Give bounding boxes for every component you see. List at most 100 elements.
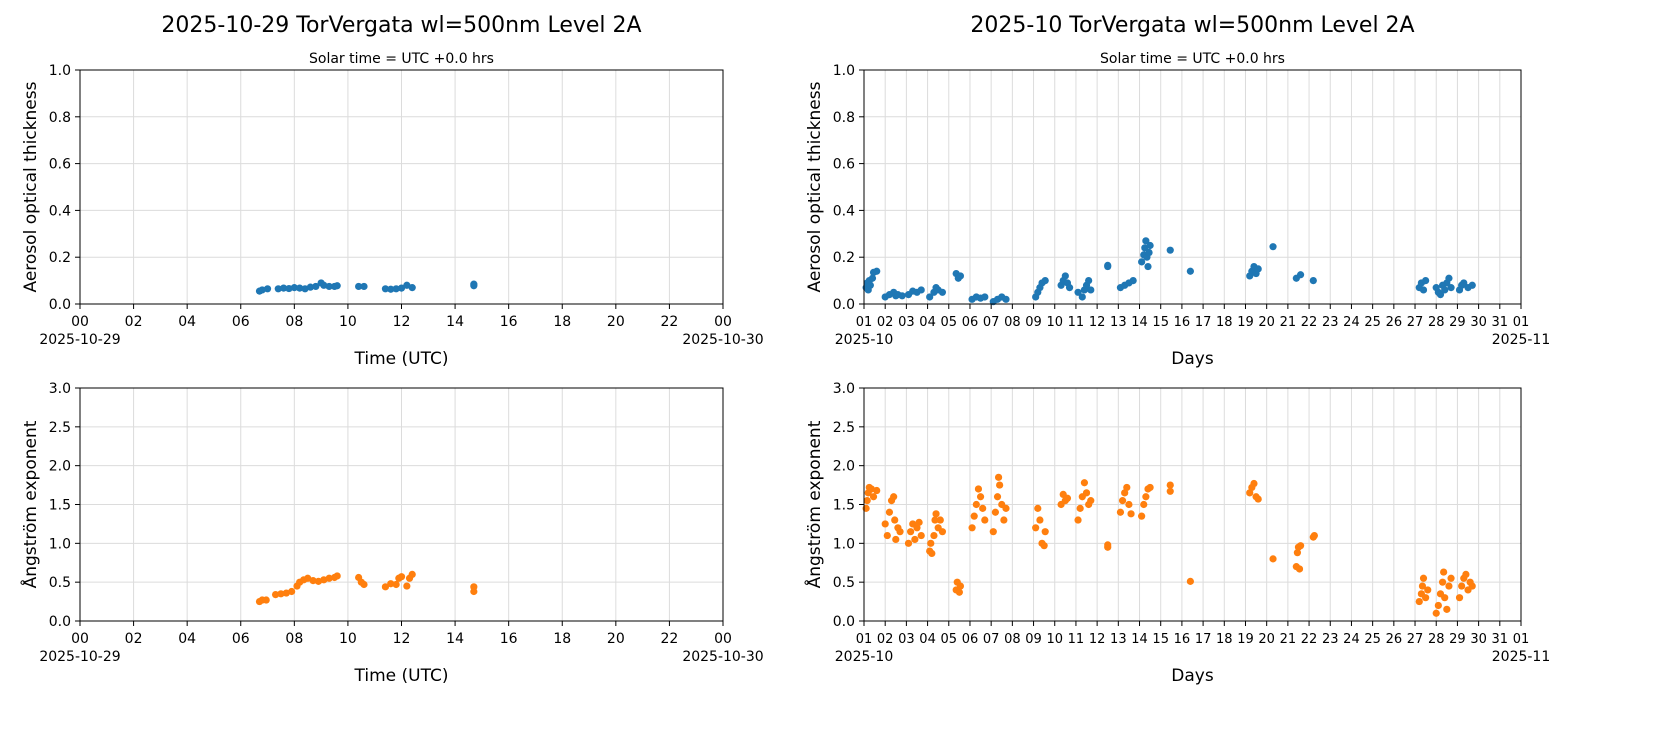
data-point [981,293,989,301]
x-tick-label: 09 [1025,632,1042,647]
x-tick-label: 16 [1174,632,1191,647]
data-point [1002,504,1010,512]
y-tick-label: 1.0 [49,536,71,552]
data-point [1436,291,1445,299]
subplot-3: 00 02 04 06 08 10 12 14 16 18 20 22 000.00.51.01.52.… [19,381,764,686]
plot-frame [863,69,1522,305]
y-tick-label: 1.0 [49,63,71,79]
x-tick-label: 22 [661,314,679,330]
data-point [890,493,898,501]
x-tick-label: 31 [1492,632,1509,647]
x-tick-label: 18 [553,314,571,330]
data-point [1424,586,1432,594]
x-tick-label: 00 [71,631,89,647]
data-point [325,282,333,291]
data-point [1309,277,1317,285]
y-axis-label: Ångström exponent [803,420,825,588]
data-point [1462,570,1470,579]
x-tick-label: 02 [125,631,143,647]
x-tick-label: 07 [983,632,1000,647]
data-point [387,285,395,293]
data-point [996,481,1004,489]
x-tick-label: 20 [607,631,625,647]
x-axis-label: Days [1171,666,1214,686]
x-tick-label: 04 [919,632,936,647]
x-tick-label: 05 [941,632,958,647]
data-point [931,516,939,524]
data-point [1104,261,1112,269]
data-point [1121,489,1129,497]
x-tick-label: 14 [1131,632,1148,647]
subplot-1: 00 02 04 06 08 10 12 14 16 18 20 22 000.00.20.40.60.… [21,13,764,369]
data-point [972,500,980,509]
chart-title: 2025-10 TorVergata wl=500nm Level 2A [970,13,1414,38]
data-point [1104,541,1112,549]
y-tick-label: 0.6 [833,157,855,173]
x-tick-label: 30 [1470,632,1487,647]
chart-subtitle: Solar time = UTC +0.0 hrs [309,51,494,67]
data-point [381,583,390,591]
y-axis-label: Aerosol optical thickness [21,81,41,292]
x-tick-label: 06 [962,632,979,647]
data-point [1129,277,1137,285]
data-point [1443,605,1451,613]
data-point [320,281,328,289]
data-point [891,516,899,524]
y-tick-label: 3.0 [49,381,71,397]
data-point [930,531,938,540]
x-tick-label: 04 [919,315,936,330]
x-tick-label: 05 [941,315,958,330]
x-tick-label: 18 [1216,315,1233,330]
x-tick-label: 17 [1195,632,1212,647]
data-point [898,292,906,300]
data-point [1116,508,1125,516]
x-tick-label: 10 [339,314,357,330]
data-point [1041,528,1049,536]
data-point [408,570,416,579]
x-tick-label: 14 [446,314,464,330]
x-tick-label: 13 [1110,315,1127,330]
data-point [917,286,925,294]
y-tick-label: 0.2 [49,250,71,266]
data-point [1140,500,1148,509]
x-tick-label: 27 [1407,315,1424,330]
x-tick-label: 10 [339,631,357,647]
data-point [285,284,293,293]
x-tick-label: 11 [1068,632,1085,647]
data-point [360,580,368,589]
data-point [1254,495,1262,503]
x-tick-label: 09 [1025,315,1042,330]
x-tick-label: 22 [1301,315,1318,330]
x-tick-label: 10 [1046,315,1063,330]
data-point [470,583,478,591]
y-tick-label: 0.0 [833,614,855,630]
x-tick-label: 06 [232,631,250,647]
data-point [938,288,947,296]
data-point [1087,286,1095,294]
data-point [938,528,947,536]
data-point [1186,267,1194,275]
data-point [1145,248,1153,257]
data-point [976,493,985,501]
data-point [1123,483,1131,492]
data-point [1445,582,1453,590]
data-point [892,535,900,544]
data-point [1146,241,1154,250]
x-tick-label: 12 [1089,315,1106,330]
data-point [325,574,333,582]
data-point [1032,524,1040,532]
x-tick-label: 16 [1174,315,1191,330]
data-point [1166,246,1174,254]
data-point [1061,272,1069,280]
data-point [994,473,1003,481]
x-tick-label: 19 [1237,315,1254,330]
data-point [1468,281,1476,289]
plot-frame [863,387,1522,622]
data-point [1293,549,1302,557]
data-point [1447,574,1455,582]
data-point [1254,265,1262,273]
x-tick-label: 23 [1322,632,1339,647]
data-point [928,549,936,558]
data-point [956,582,965,590]
